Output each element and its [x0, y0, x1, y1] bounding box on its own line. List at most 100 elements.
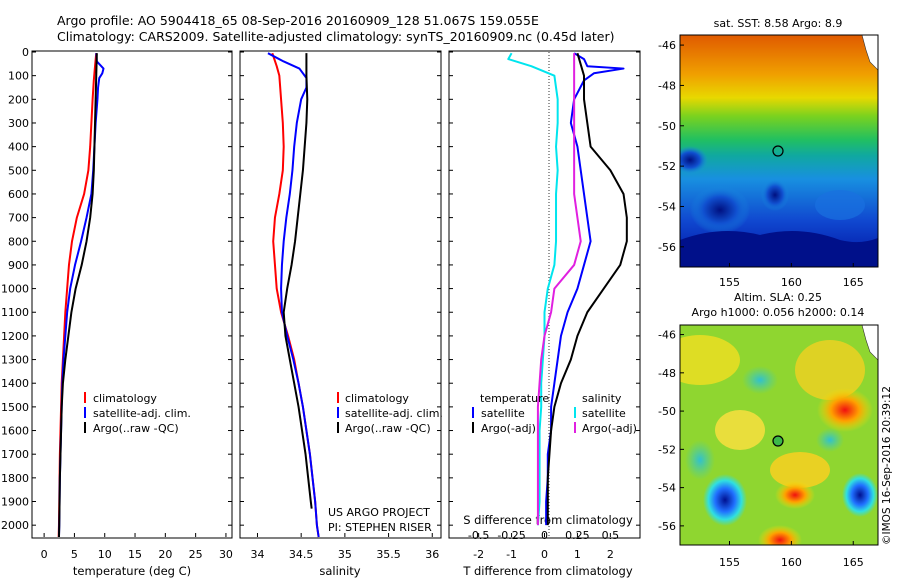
- x-tick-label: 20: [158, 548, 172, 561]
- sst-lat-ticks: -46 -48 -50 -52 -54 -56: [658, 39, 684, 254]
- lat-tick-label: -46: [658, 329, 676, 342]
- x-tick-label: 34: [250, 548, 264, 561]
- temperature-axis-label: temperature (deg C): [73, 564, 191, 578]
- x-tick-label: 34.5: [289, 548, 314, 561]
- depth-tick-label: 800: [8, 235, 29, 248]
- salinity-satellite-line: [267, 52, 320, 538]
- lat-tick-label: -52: [658, 443, 676, 456]
- temperature-series: [57, 53, 105, 538]
- sst-map-title: sat. SST: 8.58 Argo: 8.9: [714, 17, 843, 30]
- lon-tick-label: 160: [781, 556, 802, 569]
- x-tick-label: 2: [607, 548, 614, 561]
- depth-tick-label: 1500: [1, 401, 29, 414]
- lat-tick-label: -48: [658, 79, 676, 92]
- salinity-x-ticks: 34 34.5 35 35.5 36: [250, 533, 439, 561]
- depth-tick-label: 1700: [1, 448, 29, 461]
- s-diff-satellite-line: [507, 52, 559, 526]
- sla-map: Altim. SLA: 0.25 Argo h1000: 0.056 h2000…: [658, 291, 879, 569]
- legend-argo-label: Argo(..raw -QC): [93, 422, 179, 435]
- depth-tick-label: 500: [8, 164, 29, 177]
- depth-tick-label: 200: [8, 93, 29, 106]
- t-difference-axis-label: T difference from climatology: [462, 564, 633, 578]
- salinity-panel-frame: [239, 50, 442, 539]
- legend-satellite-label: satellite-adj. clim.: [345, 407, 443, 420]
- depth-tick-label: 2000: [1, 519, 29, 532]
- depth-tick-label: 1100: [1, 306, 29, 319]
- project-credit: US ARGO PROJECT: [328, 506, 430, 519]
- salinity-argo-line: [282, 53, 313, 509]
- lat-tick-label: -56: [658, 241, 676, 254]
- temperature-panel-frame: [31, 50, 233, 539]
- temperature-x-ticks: 0 5 10 15 20 25 30: [41, 533, 233, 561]
- t-difference-ticks: -2 -1 0 1 2: [473, 533, 614, 561]
- legend-climatology-label: climatology: [93, 392, 157, 405]
- sla-map-title-line2: Argo h1000: 0.056 h2000: 0.14: [692, 306, 865, 319]
- lon-tick-label: 155: [719, 556, 740, 569]
- sla-lon-ticks: 155 160 165: [719, 541, 864, 569]
- depth-tick-label: 600: [8, 188, 29, 201]
- depth-tick-label: 1800: [1, 472, 29, 485]
- lat-tick-label: -54: [658, 200, 676, 213]
- depth-tick-label: 1600: [1, 425, 29, 438]
- temperature-legend: climatology satellite-adj. clim. Argo(..…: [84, 392, 191, 435]
- sst-lon-ticks: 155 160 165: [719, 263, 864, 289]
- lat-tick-label: -50: [658, 120, 676, 133]
- difference-legend: temperature salinity satellite Argo(-adj…: [472, 392, 637, 435]
- legend-temperature-heading: temperature: [480, 392, 549, 405]
- lon-tick-label: 165: [843, 276, 864, 289]
- x-tick-label: -2: [473, 548, 484, 561]
- depth-tick-label: 300: [8, 117, 29, 130]
- sla-map-title-line1: Altim. SLA: 0.25: [734, 291, 822, 304]
- temperature-climatology-line: [57, 53, 98, 538]
- legend-climatology-label: climatology: [345, 392, 409, 405]
- depth-tick-label: 700: [8, 212, 29, 225]
- difference-series: [507, 52, 628, 526]
- depth-tick-label: 900: [8, 259, 29, 272]
- depth-tick-label: 1400: [1, 377, 29, 390]
- x-tick-label: -1: [506, 548, 517, 561]
- lat-tick-label: -50: [658, 405, 676, 418]
- x-tick-label: 15: [128, 548, 142, 561]
- x-tick-label: 36: [425, 548, 439, 561]
- imos-stamp: ©IMOS 16-Sep-2016 20:39:12: [881, 386, 893, 545]
- temperature-argo-line: [57, 53, 98, 538]
- legend-salinity-heading: salinity: [582, 392, 622, 405]
- figure-title-line1: Argo profile: AO 5904418_65 08-Sep-2016 …: [57, 13, 539, 28]
- salinity-series: [267, 52, 320, 538]
- difference-panel-frame: [448, 50, 641, 539]
- depth-tick-label: 1000: [1, 283, 29, 296]
- lat-tick-label: -54: [658, 482, 676, 495]
- depth-axis: 0 100 200 300 400 500 600 700 800 900 1000 1100 1200…: [1, 46, 640, 532]
- legend-t-satellite-label: satellite: [481, 407, 525, 420]
- legend-s-argo-label: Argo(-adj): [582, 422, 637, 435]
- depth-tick-label: 0: [22, 46, 29, 59]
- depth-tick-label: 1900: [1, 496, 29, 509]
- figure-title-line2: Climatology: CARS2009. Satellite-adjuste…: [57, 29, 615, 44]
- legend-s-satellite-label: satellite: [582, 407, 626, 420]
- x-tick-label: 30: [219, 548, 233, 561]
- x-tick-label: 1: [574, 548, 581, 561]
- lat-tick-label: -52: [658, 160, 676, 173]
- s-difference-ticks: -0.5-0.2500.250.5: [468, 529, 619, 542]
- sst-map: sat. SST: 8.58 Argo: 8.9 -46 -48 -50 -52 -54…: [658, 17, 879, 289]
- argo-location-marker: [772, 435, 784, 447]
- x-tick-label: 25: [189, 548, 203, 561]
- sla-lat-ticks: -46 -48 -50 -52 -54 -56: [658, 329, 684, 533]
- depth-tick-label: 1300: [1, 354, 29, 367]
- lon-tick-label: 160: [781, 276, 802, 289]
- legend-t-argo-label: Argo(-adj): [481, 422, 536, 435]
- lat-tick-label: -56: [658, 520, 676, 533]
- salinity-axis-label: salinity: [319, 564, 360, 578]
- x-tick-label: 5: [71, 548, 78, 561]
- depth-tick-label: 1200: [1, 330, 29, 343]
- x-tick-label: 0: [41, 548, 48, 561]
- x-tick-label: 35.5: [376, 548, 401, 561]
- s-diff-argo-line: [536, 53, 582, 526]
- depth-tick-label: 400: [8, 141, 29, 154]
- depth-tick-label: 100: [8, 70, 29, 83]
- x-tick-label: 35: [338, 548, 352, 561]
- t-diff-argo-line: [546, 52, 628, 526]
- pi-credit: PI: STEPHEN RISER: [328, 521, 432, 534]
- lon-tick-label: 155: [719, 276, 740, 289]
